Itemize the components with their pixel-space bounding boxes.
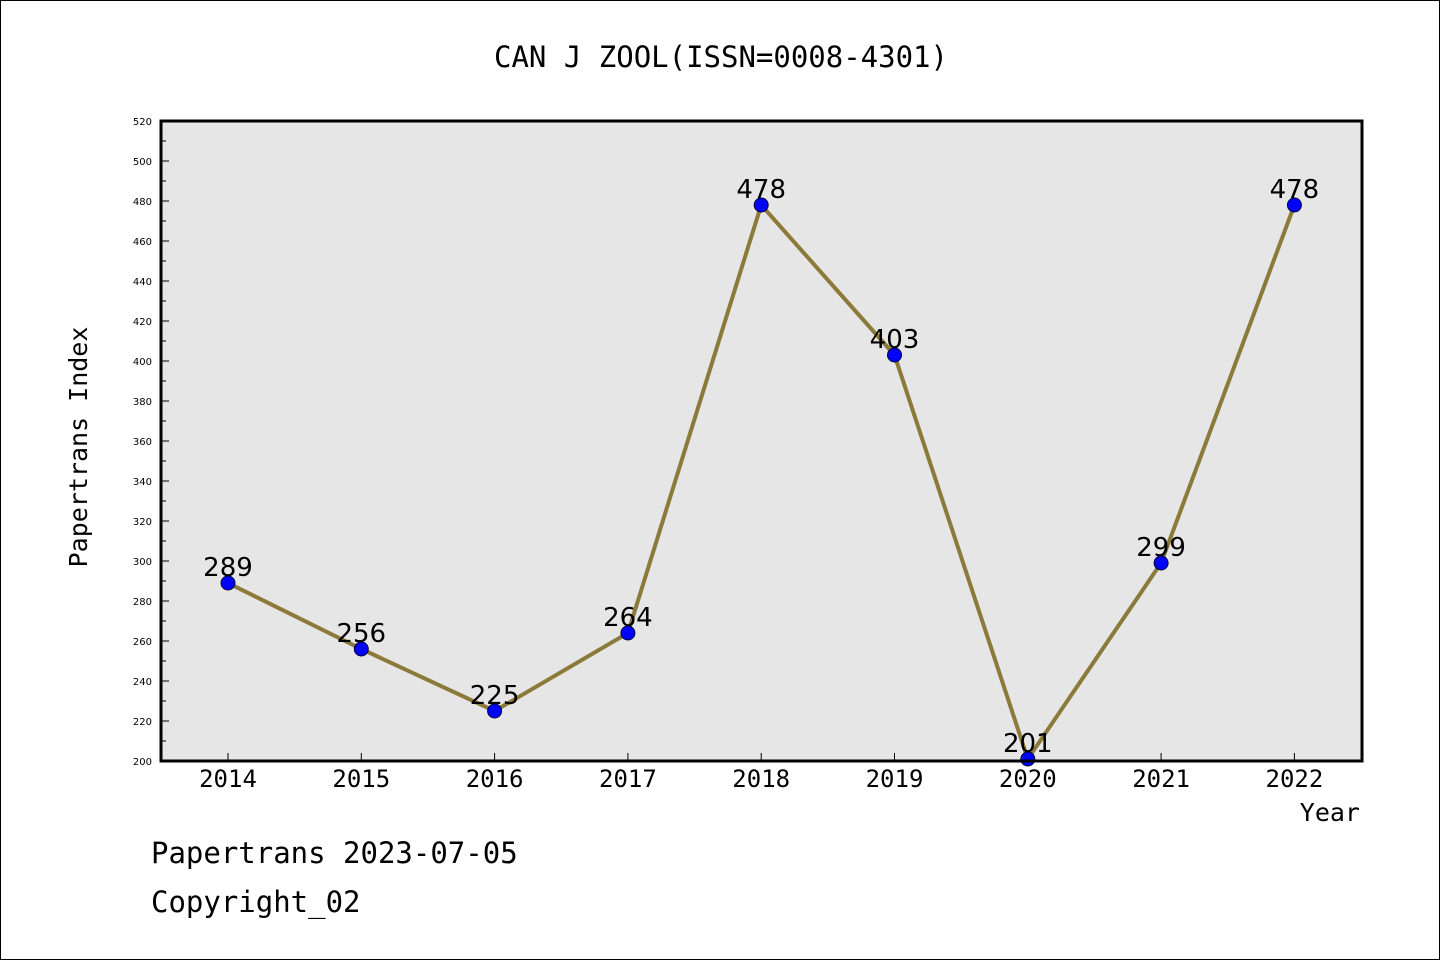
x-axis: 2014 2015 2016 2017 2018 2019 2020 2021 2022 bbox=[199, 753, 1323, 793]
data-label: 403 bbox=[870, 325, 920, 355]
data-label: 264 bbox=[603, 603, 653, 633]
x-tick-label: 2017 bbox=[599, 765, 657, 793]
x-tick-label: 2018 bbox=[732, 765, 790, 793]
y-axis: 200 220 240 260 280 300 320 340 360 380 400 420 440 4… bbox=[133, 117, 169, 768]
x-tick-label: 2022 bbox=[1266, 765, 1324, 793]
y-tick-label: 280 bbox=[133, 597, 152, 608]
data-label: 201 bbox=[1003, 729, 1053, 759]
footer-copyright: Copyright_02 bbox=[151, 885, 361, 919]
plot-area bbox=[161, 121, 1362, 761]
y-tick-label: 300 bbox=[133, 557, 152, 568]
data-label: 478 bbox=[736, 175, 786, 205]
y-tick-label: 260 bbox=[133, 637, 152, 648]
y-tick-label: 480 bbox=[133, 197, 152, 208]
data-point bbox=[887, 347, 902, 363]
data-point bbox=[220, 575, 236, 591]
y-tick-label: 380 bbox=[133, 397, 152, 408]
x-tick-label: 2016 bbox=[466, 765, 524, 793]
y-tick-label: 500 bbox=[133, 157, 152, 168]
x-tick-label: 2015 bbox=[332, 765, 390, 793]
data-label: 299 bbox=[1136, 533, 1186, 563]
data-point bbox=[620, 625, 636, 641]
data-label: 256 bbox=[336, 619, 386, 649]
plot-border bbox=[159, 119, 1364, 763]
y-axis-label: Papertrans Index bbox=[64, 327, 93, 568]
x-axis-label: Year bbox=[1300, 798, 1360, 827]
footer-source: Papertrans 2023-07-05 bbox=[151, 836, 518, 870]
data-label: 225 bbox=[470, 681, 520, 711]
y-tick-label: 240 bbox=[133, 677, 152, 688]
y-tick-label: 320 bbox=[133, 517, 152, 528]
x-tick-label: 2014 bbox=[199, 765, 257, 793]
data-label: 478 bbox=[1270, 175, 1320, 205]
data-point bbox=[1153, 555, 1169, 571]
y-tick-label: 220 bbox=[133, 717, 152, 728]
y-tick-label: 440 bbox=[133, 277, 152, 288]
x-tick-label: 2021 bbox=[1132, 765, 1190, 793]
x-tick-label: 2020 bbox=[999, 765, 1057, 793]
y-tick-label: 420 bbox=[133, 317, 152, 328]
y-tick-label: 520 bbox=[133, 117, 152, 128]
data-label: 289 bbox=[203, 553, 253, 583]
y-tick-label: 360 bbox=[133, 437, 152, 448]
data-point bbox=[353, 641, 369, 657]
data-labels: 289 256 225 264 478 403 201 299 478 bbox=[203, 175, 1319, 759]
data-point bbox=[753, 197, 769, 213]
y-tick-label: 460 bbox=[133, 237, 152, 248]
y-tick-label: 340 bbox=[133, 477, 152, 488]
chart-title: CAN J ZOOL(ISSN=0008-4301) bbox=[494, 40, 948, 74]
data-point bbox=[1286, 197, 1302, 213]
x-tick-label: 2019 bbox=[866, 765, 924, 793]
data-point bbox=[487, 703, 503, 719]
y-tick-label: 400 bbox=[133, 357, 152, 368]
y-tick-label: 200 bbox=[133, 757, 152, 768]
